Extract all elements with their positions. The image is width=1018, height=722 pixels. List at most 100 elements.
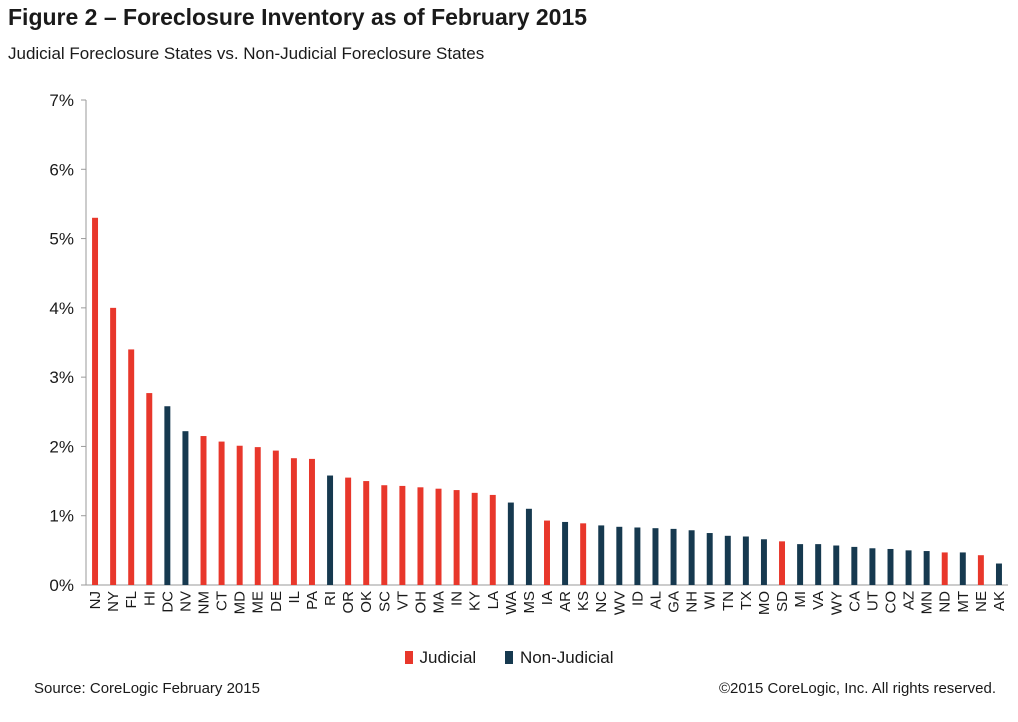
x-tick-label: ND [937,591,954,613]
copyright-note: ©2015 CoreLogic, Inc. All rights reserve… [718,680,996,697]
x-tick-label: PA [304,591,321,610]
x-tick-label: GA [666,591,683,613]
y-tick-label: 7% [49,91,74,110]
x-tick-label: OK [358,591,375,613]
x-tick-label: AL [647,591,664,609]
x-tick-label: TX [738,591,755,610]
bar-nd [941,552,948,585]
bar-dc [164,406,171,585]
x-tick-label: DC [159,591,176,613]
x-tick-label: VT [394,591,411,610]
bars [92,217,1002,586]
bar-co [887,548,894,585]
bar-az [905,550,912,585]
bar-va [815,544,822,585]
bar-mt [959,552,966,585]
bar-mn [923,551,930,585]
bar-ar [562,521,569,585]
x-tick-label: DE [268,591,285,612]
bar-mi [797,544,804,585]
bar-vt [399,485,406,585]
bar-ok [363,481,370,585]
bar-tn [724,535,731,585]
bar-mo [760,539,767,585]
x-tick-label: OH [412,591,429,614]
bar-nm [200,436,207,585]
x-tick-label: WY [828,591,845,615]
bar-nc [598,525,605,585]
bar-or [345,477,352,585]
bar-ak [995,563,1002,585]
bar-sc [381,485,388,585]
x-tick-label: NJ [87,591,104,609]
bar-il [290,458,297,585]
x-tick-label: KS [575,591,592,611]
y-tick-label: 0% [49,576,74,595]
bar-in [453,490,460,585]
x-tick-label: NE [973,591,990,612]
bar-nv [182,431,189,585]
chart-title: Figure 2 – Foreclosure Inventory as of F… [8,4,588,30]
x-tick-label: IL [286,591,303,604]
bar-ne [977,555,984,585]
legend-item-judicial: Judicial [404,648,477,668]
bar-ut [869,548,876,585]
x-tick-label: IA [539,591,556,605]
x-tick-label: NH [684,591,701,613]
legend-label-non-judicial: Non-Judicial [519,648,614,667]
x-tick-label: NV [177,591,194,612]
bar-al [652,528,659,585]
bar-id [634,527,641,585]
bar-nj [92,217,99,586]
bar-wa [507,502,514,585]
bar-md [236,445,243,585]
x-tick-label: SC [376,591,393,612]
x-tick-label: UT [864,591,881,611]
bar-ma [435,488,442,585]
bar-fl [128,349,135,585]
bar-ky [471,492,478,585]
x-tick-label: NC [593,591,610,613]
x-tick-label: TN [720,591,737,611]
y-tick-label: 3% [49,368,74,387]
x-tick-label: OR [340,591,357,614]
y-tick-label: 4% [49,299,74,318]
bar-nh [688,530,695,585]
x-tick-label: CO [882,591,899,614]
bar-sd [779,541,786,585]
bar-pa [308,458,315,585]
y-tick-label: 1% [49,507,74,526]
x-tick-label: RI [322,591,339,606]
x-tick-label: CA [846,591,863,612]
y-tick-label: 2% [49,437,74,456]
x-tick-label: MS [521,591,538,614]
x-tick-label: AK [991,591,1008,611]
x-tick-label: WA [503,591,520,615]
bar-ca [851,546,858,585]
bar-ny [110,307,117,585]
x-tick-label: MO [756,591,773,615]
bar-oh [417,487,424,585]
x-tick-label: MN [919,591,936,614]
bar-la [489,494,496,585]
bar-hi [146,393,153,585]
bar-ga [670,528,677,585]
bar-ks [580,523,587,585]
bar-tx [742,536,749,585]
x-tick-label: MD [232,591,249,614]
x-tick-label: AZ [901,591,918,610]
bar-wy [833,545,840,585]
x-tick-label: NM [196,591,213,614]
x-tick-label: IN [449,591,466,606]
bar-me [254,447,261,585]
y-tick-label: 6% [49,160,74,179]
x-tick-label: ID [629,591,646,606]
x-axis-labels: NJ NY FL HI DC NV NM CT MD ME DE IL PA RI OR OK SC VT OH MA… [87,591,1008,615]
x-tick-label: WV [611,591,628,615]
legend-item-non-judicial: Non-Judicial [504,648,614,668]
bar-wi [706,533,713,585]
x-tick-label: MI [792,591,809,608]
legend-label-judicial: Judicial [419,648,477,667]
x-tick-label: NY [105,591,122,612]
